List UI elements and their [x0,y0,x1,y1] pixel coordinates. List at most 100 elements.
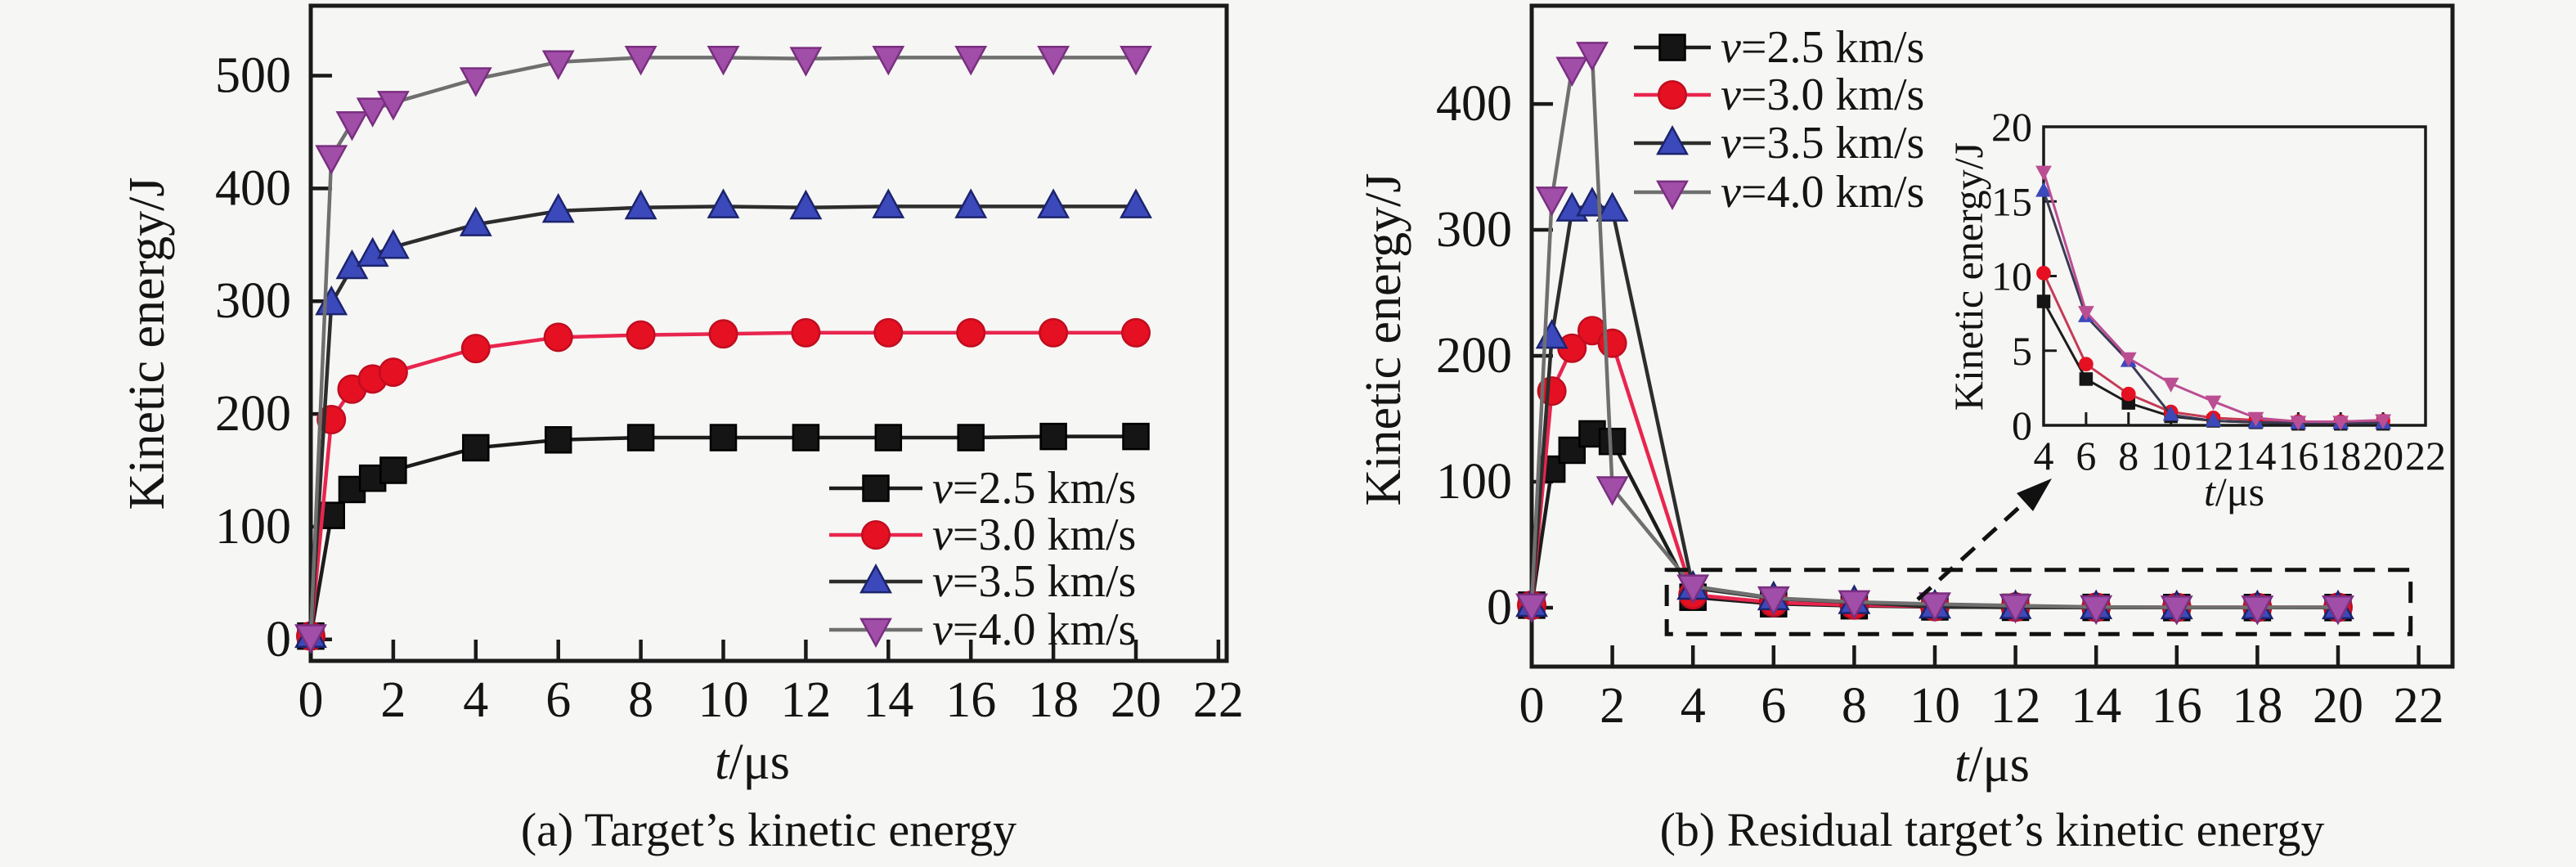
x-tick-label: 8 [628,672,653,728]
x-tick-label: 0 [298,672,324,728]
y-tick-label: 400 [215,160,291,216]
x-tick-label: 6 [2076,433,2096,478]
legend-label: v=2.5 km/s [932,463,1136,514]
x-tick-label: 10 [1910,678,1960,734]
series-b-3.5 [1515,186,2354,620]
y-tick-label: 0 [1487,580,1512,636]
legend-item-3.5: v=3.5 km/s [1634,118,1924,168]
series-a-3.0 [296,317,1151,651]
y-tick-label: 100 [215,499,291,555]
caption-panel-a: (a) Target’s kinetic energy [520,803,1017,856]
legend-triangle-down-icon [1656,180,1689,210]
x-tick-label: 2 [1600,678,1625,734]
legend-item-4.0: v=4.0 km/s [1634,167,1924,218]
legend-circle-icon [861,520,891,550]
dashed-region-box [1664,568,2413,636]
plot-frame-b [1529,3,2455,669]
y-tick-label: 400 [1436,76,1512,132]
x-tick-label: 18 [2320,433,2361,478]
y-tick-label: 100 [1436,454,1512,510]
y-tick-label: 0 [266,612,291,667]
legend-b: v=2.5 km/sv=3.0 km/sv=3.5 km/sv=4.0 km/s [1634,22,1924,218]
caption-panel-b: (b) Residual target’s kinetic energy [1659,803,2325,856]
y-tick-label: 300 [215,273,291,329]
series-b-inset-3.5 [2035,182,2392,429]
x-axis-b: 0 2 4 6 8 10 12 14 16 18 20 22 [1519,645,2444,734]
arrowhead-icon [2017,478,2052,511]
plot-frame-a [308,3,1229,663]
y-tick-label: 0 [2012,402,2032,448]
legend-triangle-up-icon [1656,125,1689,155]
x-tick-label: 2 [380,672,406,728]
x-tick-label: 4 [463,672,488,728]
x-tick-label: 20 [1111,672,1161,728]
plot-frame-b-inset [2042,125,2427,427]
x-tick-label: 12 [2193,433,2234,478]
y-axis-a: 0 100 200 300 400 500 [215,47,332,667]
y-tick-label: 10 [1991,254,2032,299]
legend-item-2.5: v=2.5 km/s [1634,22,1924,73]
x-tick-label: 4 [1681,678,1706,734]
y-tick-label: 5 [2012,328,2032,374]
legend-label: v=3.0 km/s [1721,70,1924,120]
y-tick-label: 15 [1991,178,2032,224]
series-a-4.0 [294,45,1152,654]
x-tick-label: 8 [1842,678,1867,734]
legend-a: v=2.5 km/sv=3.0 km/sv=3.5 km/sv=4.0 km/s [829,463,1136,655]
legend-item-4.0: v=4.0 km/s [829,604,1136,655]
x-axis-title-b-inset: t/μs [2204,469,2264,514]
legend-triangle-down-icon [859,618,892,648]
legend-label: v=2.5 km/s [1721,22,1924,73]
legend-square-icon [1658,34,1686,61]
x-tick-label: 22 [2405,433,2446,478]
x-tick-label: 22 [2394,678,2444,734]
x-tick-label: 16 [2278,433,2318,478]
x-tick-label: 18 [2232,678,2282,734]
x-tick-label: 16 [2152,678,2202,734]
x-tick-label: 10 [698,672,749,728]
chart-panel-b: 0 2 4 6 8 10 12 14 16 18 20 220100200300400t/μsKine… [1356,3,2455,793]
series-b-4.0 [1515,42,2354,626]
y-tick-label: 200 [215,386,291,442]
zoom-arrow [1916,478,2052,601]
series-b-inset-4.0 [2035,165,2392,431]
x-tick-label: 16 [945,672,996,728]
x-axis-title-b: t/μs [1954,737,2030,793]
legend-triangle-up-icon [859,564,892,594]
y-axis-title-b: Kinetic energy/J [1356,173,1411,506]
legend-item-3.0: v=3.0 km/s [1634,70,1924,120]
y-axis-b-inset: 0 5 10 15 20 [1991,104,2057,448]
x-tick-label: 4 [2034,433,2054,478]
legend-label: v=3.5 km/s [932,556,1136,607]
chart-panel-a: 0 2 4 6 8 10 12 14 16 18 20 220100200300400500t/μsK… [119,3,1244,790]
x-tick-label: 20 [2313,678,2363,734]
legend-square-icon [862,474,890,502]
y-axis-title-a: Kinetic energy/J [119,177,175,510]
x-tick-label: 22 [1193,672,1244,728]
x-axis-b-inset: 4 6 8 10 12 14 16 18 20 22 [2034,412,2446,478]
legend-item-3.0: v=3.0 km/s [829,510,1136,560]
x-tick-label: 18 [1028,672,1079,728]
legend-label: v=4.0 km/s [932,604,1136,655]
legend-item-2.5: v=2.5 km/s [829,463,1136,514]
legend-label: v=4.0 km/s [1721,167,1924,218]
y-tick-label: 20 [1991,104,2032,150]
x-tick-label: 14 [863,672,913,728]
x-tick-label: 14 [2235,433,2276,478]
x-tick-label: 10 [2151,433,2192,478]
legend-circle-icon [1658,80,1687,110]
x-tick-label: 6 [1761,678,1786,734]
x-axis-a: 0 2 4 6 8 10 12 14 16 18 20 22 [298,640,1244,728]
x-tick-label: 6 [545,672,571,728]
x-tick-label: 12 [1990,678,2041,734]
x-axis-title-a: t/μs [715,734,790,790]
x-tick-label: 8 [2118,433,2138,478]
x-tick-label: 12 [780,672,831,728]
legend-item-3.5: v=3.5 km/s [829,556,1136,607]
y-axis-b: 0 100 200 300 400 [1436,76,1553,636]
legend-label: v=3.5 km/s [1721,118,1924,168]
x-tick-label: 20 [2363,433,2403,478]
